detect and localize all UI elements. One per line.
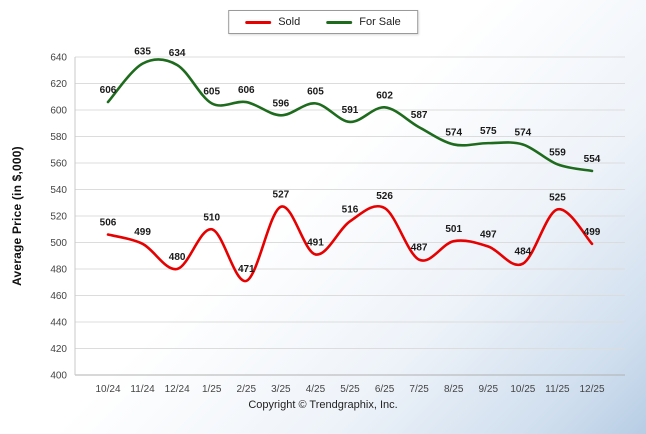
data-point-label: 587	[411, 110, 428, 121]
data-point-label: 596	[273, 98, 290, 109]
y-tick-label: 600	[50, 106, 67, 117]
y-tick-label: 440	[50, 318, 67, 329]
data-point-label: 499	[584, 227, 601, 238]
data-point-label: 525	[549, 192, 566, 203]
data-point-label: 516	[342, 204, 359, 215]
data-point-label: 602	[376, 90, 393, 101]
data-point-label: 499	[134, 227, 151, 238]
data-point-label: 591	[342, 105, 359, 116]
x-tick-label: 4/25	[306, 384, 326, 395]
x-tick-label: 12/24	[165, 384, 190, 395]
data-point-label: 506	[100, 218, 117, 229]
y-tick-label: 420	[50, 344, 67, 355]
legend-label-sold: Sold	[278, 16, 301, 28]
y-tick-label: 520	[50, 212, 67, 223]
x-tick-label: 11/25	[545, 384, 570, 395]
x-tick-label: 9/25	[479, 384, 499, 395]
y-tick-label: 540	[50, 185, 67, 196]
data-point-label: 527	[273, 190, 290, 201]
y-tick-label: 560	[50, 159, 67, 170]
data-point-label: 526	[376, 191, 393, 202]
y-tick-label: 580	[50, 132, 67, 143]
data-point-label: 606	[238, 85, 255, 96]
data-point-label: 491	[307, 237, 324, 248]
for-sale-line-swatch	[326, 20, 353, 24]
chart-legend: Sold For Sale	[228, 10, 418, 34]
x-tick-label: 5/25	[340, 384, 360, 395]
x-tick-label: 3/25	[271, 384, 291, 395]
series-sold: 506 499 480 510 471 527 491 516 526 487 501 497 484 5…	[100, 190, 601, 283]
data-point-label: 575	[480, 126, 497, 137]
data-point-label: 606	[100, 85, 117, 96]
y-tick-label: 460	[50, 291, 67, 302]
data-point-label: 510	[203, 212, 220, 223]
x-tick-label: 6/25	[375, 384, 395, 395]
x-tick-label: 7/25	[409, 384, 429, 395]
gridlines: 400 420 440 460 480 500 520 540 560 580 600 620 640	[50, 53, 625, 382]
x-tick-label: 10/24	[95, 384, 120, 395]
y-tick-label: 400	[50, 371, 67, 382]
x-tick-label: 12/25	[579, 384, 604, 395]
data-point-label: 484	[515, 247, 532, 258]
x-axis-labels: 10/24 11/24 12/24 1/25 2/25 3/25 4/25 5/25 6/25 7…	[95, 384, 604, 395]
data-point-label: 471	[238, 264, 255, 275]
data-point-label: 634	[169, 48, 186, 59]
x-tick-label: 2/25	[237, 384, 257, 395]
x-tick-label: 1/25	[202, 384, 222, 395]
series-for-sale: 606 635 634 605 606 596 605 591 602 587 574 575 574 5…	[100, 47, 601, 173]
data-point-label: 574	[515, 127, 532, 138]
x-tick-label: 8/25	[444, 384, 464, 395]
x-tick-label: 11/24	[130, 384, 155, 395]
data-point-label: 554	[584, 154, 601, 165]
copyright-text: Copyright © Trendgraphix, Inc.	[248, 399, 398, 411]
y-tick-label: 500	[50, 238, 67, 249]
legend-item-for-sale: For Sale	[326, 16, 401, 28]
legend-label-for-sale: For Sale	[359, 16, 401, 28]
legend-item-sold: Sold	[245, 16, 300, 28]
data-point-label: 501	[445, 224, 462, 235]
data-point-label: 605	[203, 86, 220, 97]
data-point-label: 487	[411, 243, 428, 254]
data-point-label: 605	[307, 86, 324, 97]
data-point-label: 559	[549, 147, 566, 158]
data-point-label: 497	[480, 229, 497, 240]
data-point-label: 635	[134, 47, 151, 58]
y-tick-label: 480	[50, 265, 67, 276]
sold-line-swatch	[245, 20, 272, 24]
y-tick-label: 620	[50, 79, 67, 90]
y-tick-label: 640	[50, 53, 67, 64]
x-tick-label: 10/25	[510, 384, 535, 395]
data-point-label: 480	[169, 252, 186, 263]
data-point-label: 574	[445, 127, 462, 138]
